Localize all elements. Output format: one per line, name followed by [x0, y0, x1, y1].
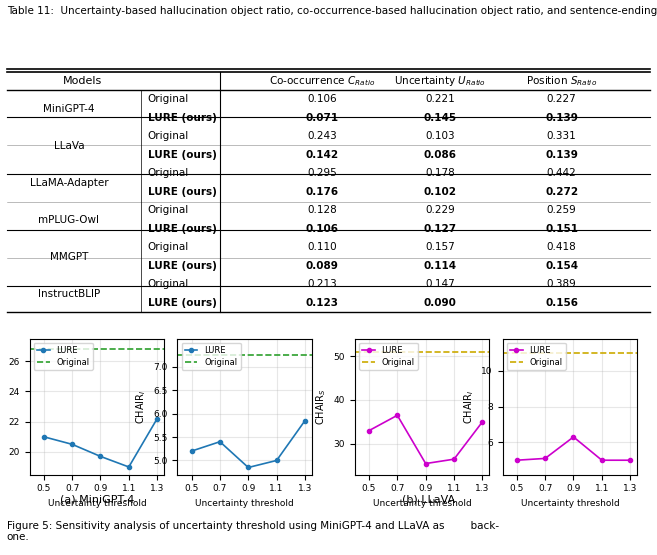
Text: 0.106: 0.106	[307, 94, 337, 104]
Text: Table 11:  Uncertainty-based hallucination object ratio, co-occurrence-based hal: Table 11: Uncertainty-based hallucinatio…	[7, 7, 657, 17]
Text: InstructBLIP: InstructBLIP	[38, 289, 100, 299]
Text: 0.151: 0.151	[545, 224, 578, 234]
Text: 0.221: 0.221	[425, 94, 455, 104]
Text: Original: Original	[148, 168, 189, 178]
Text: 0.154: 0.154	[545, 261, 578, 271]
X-axis label: Uncertainty threshold: Uncertainty threshold	[373, 499, 472, 508]
Text: LURE (ours): LURE (ours)	[148, 113, 217, 123]
Text: 0.071: 0.071	[306, 113, 338, 123]
Text: 0.139: 0.139	[545, 150, 578, 160]
Y-axis label: CHAIR$_S$: CHAIR$_S$	[0, 388, 3, 425]
Text: Models: Models	[62, 76, 102, 86]
Text: 0.213: 0.213	[307, 280, 337, 290]
Legend: LURE, Original: LURE, Original	[34, 343, 93, 370]
Text: LLaMA-Adapter: LLaMA-Adapter	[30, 178, 108, 188]
Text: 0.259: 0.259	[547, 205, 577, 215]
Text: (b) LLaVA: (b) LLaVA	[402, 495, 455, 504]
Legend: LURE, Original: LURE, Original	[359, 343, 418, 370]
Text: Figure 5: Sensitivity analysis of uncertainty threshold using MiniGPT-4 and LLaV: Figure 5: Sensitivity analysis of uncert…	[7, 521, 499, 542]
Y-axis label: CHAIR$_I$: CHAIR$_I$	[134, 390, 148, 423]
Text: (a) MiniGPT-4: (a) MiniGPT-4	[60, 495, 135, 504]
Text: mPLUG-Owl: mPLUG-Owl	[39, 215, 99, 225]
Text: 0.227: 0.227	[547, 94, 577, 104]
Text: MiniGPT-4: MiniGPT-4	[43, 104, 95, 114]
Text: LURE (ours): LURE (ours)	[148, 224, 217, 234]
Text: 0.123: 0.123	[306, 298, 338, 308]
X-axis label: Uncertainty threshold: Uncertainty threshold	[520, 499, 620, 508]
Text: LURE (ours): LURE (ours)	[148, 150, 217, 160]
Text: Original: Original	[148, 94, 189, 104]
Text: 0.086: 0.086	[424, 150, 457, 160]
Text: Original: Original	[148, 280, 189, 290]
Text: Original: Original	[148, 132, 189, 142]
Text: 0.089: 0.089	[306, 261, 338, 271]
Text: 0.139: 0.139	[545, 113, 578, 123]
Text: 0.106: 0.106	[306, 224, 338, 234]
Text: Uncertainty $U_{Ratio}$: Uncertainty $U_{Ratio}$	[394, 74, 486, 88]
Text: 0.157: 0.157	[425, 243, 455, 253]
X-axis label: Uncertainty threshold: Uncertainty threshold	[47, 499, 147, 508]
X-axis label: Uncertainty threshold: Uncertainty threshold	[195, 499, 294, 508]
Text: 0.147: 0.147	[425, 280, 455, 290]
Y-axis label: CHAIR$_I$: CHAIR$_I$	[462, 390, 476, 423]
Legend: LURE, Original: LURE, Original	[507, 343, 566, 370]
Text: 0.145: 0.145	[424, 113, 457, 123]
Text: 0.295: 0.295	[307, 168, 337, 178]
Y-axis label: CHAIR$_S$: CHAIR$_S$	[314, 388, 328, 425]
Text: Position $S_{Ratio}$: Position $S_{Ratio}$	[526, 74, 597, 88]
Text: 0.272: 0.272	[545, 187, 578, 197]
Text: 0.090: 0.090	[424, 298, 457, 308]
Text: 0.128: 0.128	[307, 205, 337, 215]
Text: 0.142: 0.142	[306, 150, 338, 160]
Text: Co-occurrence $C_{Ratio}$: Co-occurrence $C_{Ratio}$	[269, 74, 375, 88]
Text: LURE (ours): LURE (ours)	[148, 187, 217, 197]
Text: 0.102: 0.102	[424, 187, 457, 197]
Text: 0.178: 0.178	[425, 168, 455, 178]
Text: 0.229: 0.229	[425, 205, 455, 215]
Text: LLaVa: LLaVa	[54, 140, 84, 150]
Text: 0.442: 0.442	[547, 168, 577, 178]
Text: 0.156: 0.156	[545, 298, 578, 308]
Text: Original: Original	[148, 205, 189, 215]
Text: 0.418: 0.418	[547, 243, 577, 253]
Text: 0.389: 0.389	[547, 280, 577, 290]
Text: 0.243: 0.243	[307, 132, 337, 142]
Text: 0.110: 0.110	[307, 243, 337, 253]
Text: LURE (ours): LURE (ours)	[148, 298, 217, 308]
Text: MMGPT: MMGPT	[50, 252, 88, 262]
Text: Original: Original	[148, 243, 189, 253]
Text: 0.331: 0.331	[547, 132, 577, 142]
Text: LURE (ours): LURE (ours)	[148, 261, 217, 271]
Legend: LURE, Original: LURE, Original	[181, 343, 240, 370]
Text: 0.127: 0.127	[424, 224, 457, 234]
Text: 0.176: 0.176	[306, 187, 338, 197]
Text: 0.114: 0.114	[424, 261, 457, 271]
Text: 0.103: 0.103	[425, 132, 455, 142]
